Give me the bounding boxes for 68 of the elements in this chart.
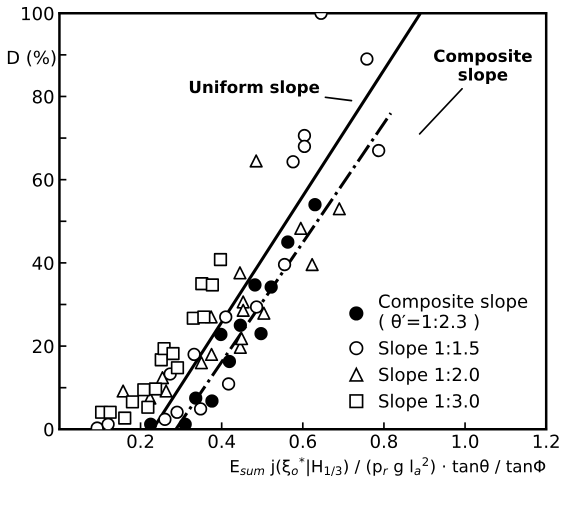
point [264, 280, 278, 294]
point [254, 326, 268, 340]
point [219, 310, 232, 324]
point [214, 328, 228, 342]
point [189, 391, 202, 405]
point [294, 222, 308, 235]
point [148, 382, 162, 396]
point [286, 155, 300, 168]
point [281, 235, 294, 249]
point [298, 140, 312, 154]
point [214, 252, 228, 266]
point [141, 400, 155, 414]
point [222, 354, 236, 368]
point [250, 154, 263, 168]
point [116, 384, 130, 398]
point [234, 318, 247, 332]
x-tick-label: 1.0 [452, 434, 478, 448]
point [166, 346, 180, 360]
point [159, 384, 173, 398]
legend-label: Composite slope ( θ′=1:2.3 ) [379, 294, 528, 330]
y-axis-title: D (%) [8, 50, 56, 66]
point [126, 395, 140, 408]
point [204, 348, 218, 362]
y-tick-label: 80 [32, 90, 54, 104]
point [205, 394, 219, 408]
point [257, 306, 271, 320]
point [372, 144, 386, 158]
point [103, 406, 117, 419]
point [233, 266, 247, 280]
point [178, 418, 192, 430]
x-tick-label: 0.4 [208, 434, 236, 448]
legend-label: Slope 1:1.5 [379, 340, 479, 358]
annotation: Uniform slope [190, 80, 320, 96]
point [158, 412, 172, 426]
point [305, 258, 319, 272]
y-tick-label: 100 [22, 6, 54, 20]
y-tick-label: 60 [32, 173, 54, 187]
legend-label: Slope 1:3.0 [379, 394, 479, 412]
y-tick-label: 40 [32, 256, 54, 270]
point [360, 52, 374, 66]
x-tick-label: 0.6 [290, 434, 316, 448]
point [298, 128, 312, 142]
point [222, 377, 236, 391]
point [118, 411, 132, 425]
y-tick-label: 0 [44, 422, 54, 436]
x-tick-label: 1.2 [534, 434, 559, 448]
point [194, 402, 208, 416]
y-tick-label: 20 [32, 340, 54, 354]
point [197, 310, 210, 324]
point [236, 304, 250, 317]
x-tick-label: 0.2 [127, 434, 154, 448]
legend-label: Slope 1:2.0 [379, 367, 479, 385]
x-tick-label: 0.8 [370, 434, 398, 448]
point [194, 356, 208, 370]
point [170, 361, 184, 374]
annotation: Composite slope [434, 49, 532, 84]
point [144, 418, 158, 430]
point [137, 383, 150, 396]
point [278, 258, 292, 272]
point [250, 300, 264, 314]
text: E$_{sum}$ j(ξ$_{o}$$^{*}$|H$_{1/3}$) / (p$_{r}$ g l$_{a}$$^{2}$) · tanθ / tanΦ [230, 457, 546, 476]
point [248, 278, 262, 292]
point [234, 332, 248, 346]
point [187, 348, 201, 362]
point [170, 406, 184, 419]
point [332, 202, 346, 216]
point [308, 198, 322, 212]
point [206, 278, 219, 292]
